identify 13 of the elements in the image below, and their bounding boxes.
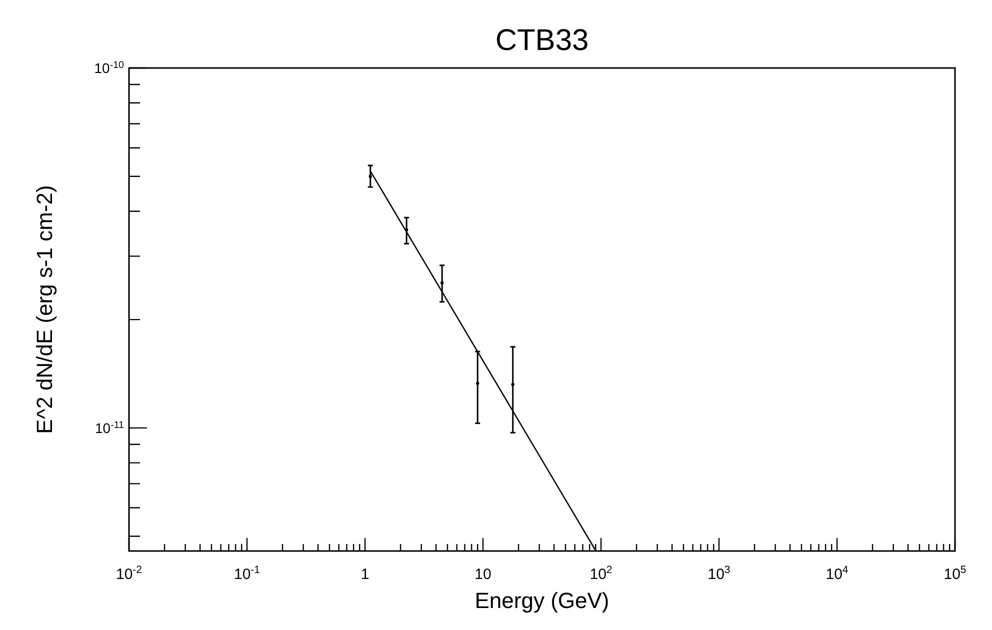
x-tick-label: 10$^{-1}$	[234, 564, 260, 583]
y-axis-title: E^2 dN/dE (erg s-1 cm-2)	[32, 185, 57, 434]
y-tick-label: 10$^{-11}$	[94, 419, 124, 436]
x-tick-label: 10$^{4}$	[826, 564, 848, 583]
x-tick-label: 10$^{5}$	[944, 564, 966, 583]
x-tick-label: 10$^{2}$	[590, 564, 612, 583]
x-axis-title: Energy (GeV)	[474, 588, 610, 613]
x-tick-label: 10	[474, 566, 492, 583]
x-tick-label: 10$^{-2}$	[116, 564, 142, 583]
y-tick-label: 10$^{-10}$	[94, 60, 125, 76]
chart-title: CTB33	[495, 24, 589, 57]
x-tick-label: 1	[360, 566, 370, 583]
x-tick-label: 10$^{3}$	[708, 564, 730, 583]
